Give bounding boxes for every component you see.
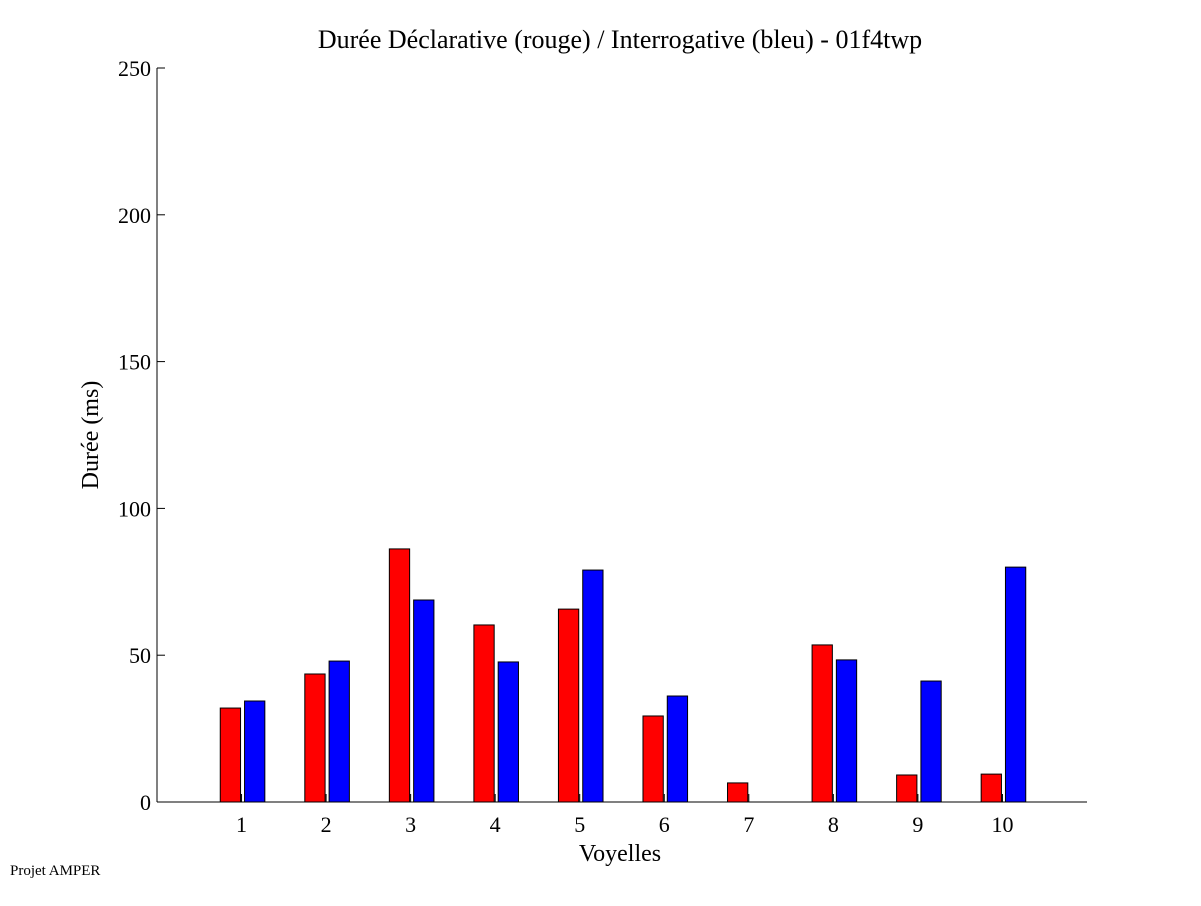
bar-declarative-9 bbox=[896, 774, 918, 803]
bar-interrogative-3 bbox=[413, 599, 435, 803]
y-tick-label: 0 bbox=[140, 790, 151, 815]
bar-declarative-3 bbox=[388, 548, 411, 803]
footer-credit: Projet AMPER bbox=[10, 863, 101, 879]
bar-declarative-10 bbox=[980, 773, 1002, 803]
x-tick-label: 1 bbox=[236, 812, 247, 837]
bar-interrogative-10 bbox=[1004, 566, 1027, 803]
x-tick-label: 2 bbox=[321, 812, 332, 837]
x-tick-label: 9 bbox=[912, 812, 923, 837]
bar-interrogative-8 bbox=[835, 659, 858, 803]
x-tick-label: 10 bbox=[991, 812, 1013, 837]
x-tick-label: 8 bbox=[828, 812, 839, 837]
bar-interrogative-1 bbox=[244, 700, 266, 803]
y-tick-label: 250 bbox=[118, 56, 151, 81]
bar-declarative-6 bbox=[642, 715, 664, 803]
bar-interrogative-6 bbox=[666, 695, 689, 803]
x-tick-label: 5 bbox=[574, 812, 585, 837]
bar-declarative-5 bbox=[557, 608, 580, 803]
bar-interrogative-5 bbox=[582, 569, 604, 803]
x-tick-label: 6 bbox=[659, 812, 670, 837]
bar-declarative-8 bbox=[811, 644, 833, 803]
y-tick-label: 200 bbox=[118, 203, 151, 228]
bar-interrogative-2 bbox=[328, 660, 350, 803]
x-tick-label: 4 bbox=[490, 812, 501, 837]
bar-interrogative-9 bbox=[920, 680, 942, 803]
bar-declarative-7 bbox=[727, 782, 749, 803]
y-tick-label: 100 bbox=[118, 496, 151, 521]
y-tick-label: 50 bbox=[129, 643, 151, 668]
x-tick-label: 3 bbox=[405, 812, 416, 837]
y-tick-label: 150 bbox=[118, 350, 151, 375]
chart-title: Durée Déclarative (rouge) / Interrogativ… bbox=[318, 25, 922, 54]
bar-declarative-1 bbox=[219, 707, 242, 803]
y-axis-label: Durée (ms) bbox=[78, 381, 104, 490]
bar-interrogative-4 bbox=[497, 661, 519, 803]
bar-declarative-2 bbox=[304, 673, 326, 803]
x-axis-label: Voyelles bbox=[579, 841, 661, 867]
x-tick-label: 7 bbox=[743, 812, 754, 837]
bar-declarative-4 bbox=[473, 624, 495, 803]
